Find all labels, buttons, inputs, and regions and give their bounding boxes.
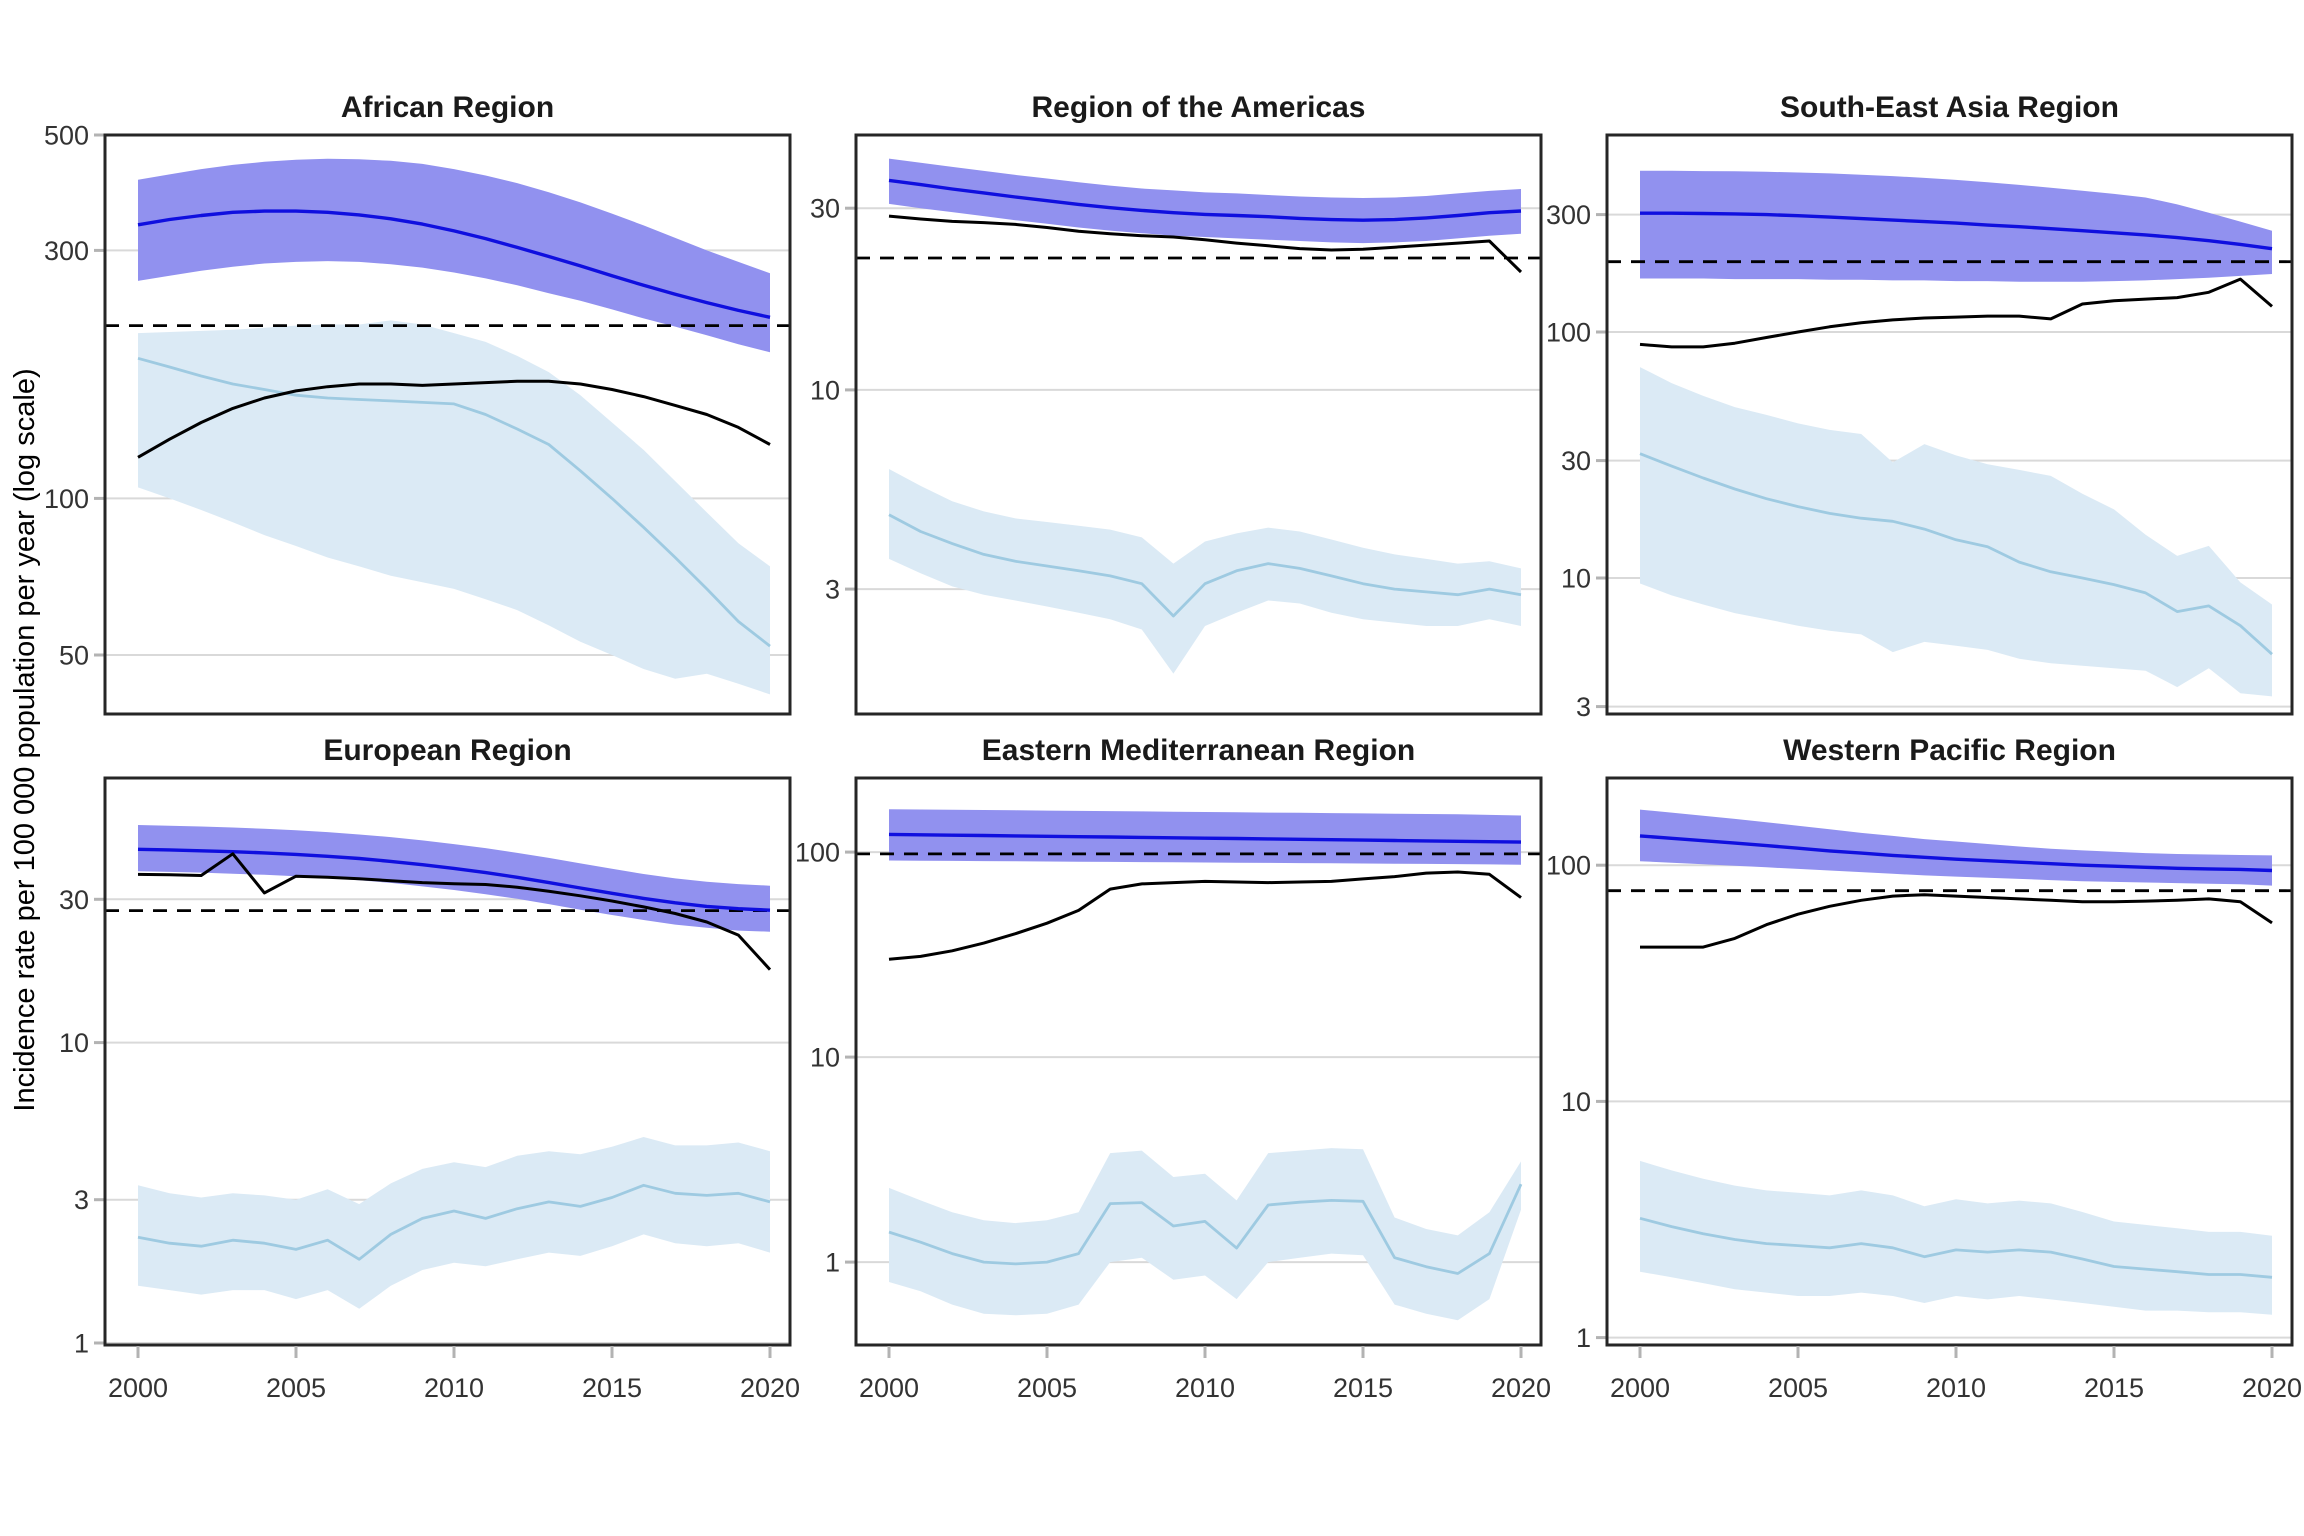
eastern-mediterranean-region-x-tick-label-2015: 2015 xyxy=(1333,1373,1393,1403)
european-region-y-tick-label-10: 10 xyxy=(59,1028,89,1058)
south-east-asia-region-y-tick-label-100: 100 xyxy=(1546,317,1591,347)
african-region-y-tick-label-50: 50 xyxy=(59,640,89,670)
european-region-y-tick-label-30: 30 xyxy=(59,885,89,915)
european-region-panel-border xyxy=(103,776,792,1347)
panel-african-region: 500 300 100 50 African Region xyxy=(44,91,792,716)
western-pacific-region-y-tick-label-100: 100 xyxy=(1546,851,1591,881)
european-region-x-tick-label-2005: 2005 xyxy=(266,1373,326,1403)
western-pacific-region-notifications-line xyxy=(1640,893,2273,949)
panel-region-of-the-americas: 30 10 3 Region of the Americas xyxy=(810,91,1543,716)
eastern-mediterranean-region-y-tick-label-100: 100 xyxy=(795,838,840,868)
south-east-asia-region-y-tick-label-300: 300 xyxy=(1546,200,1591,230)
african-region-hiv-incidence-line xyxy=(137,356,771,648)
region-of-the-americas-y-tick-label-10: 10 xyxy=(810,375,840,405)
western-pacific-region-x-tick-label-2020: 2020 xyxy=(2242,1373,2302,1403)
eastern-mediterranean-region-x-tick-label-2010: 2010 xyxy=(1175,1373,1235,1403)
region-of-the-americas-y-tick-label-3: 3 xyxy=(825,575,840,605)
region-of-the-americas-estimated-incidence-line xyxy=(888,178,1522,222)
european-region-y-tick-label-1: 1 xyxy=(74,1328,89,1358)
eastern-mediterranean-region-hiv-incidence-line xyxy=(888,1183,1523,1275)
european-region-x-tick-label-2020: 2020 xyxy=(740,1373,800,1403)
african-region-estimated-incidence-band xyxy=(138,158,770,353)
region-of-the-americas-estimated-incidence-band xyxy=(889,158,1521,244)
african-region-y-tick-label-500: 500 xyxy=(44,120,89,150)
african-region-panel-border xyxy=(103,133,792,716)
african-region-y-tick-label-300: 300 xyxy=(44,236,89,266)
eastern-mediterranean-region-x-tick-label-2005: 2005 xyxy=(1017,1373,1077,1403)
western-pacific-region-hiv-incidence-line xyxy=(1639,1216,2273,1279)
european-region-panel-title: European Region xyxy=(323,734,571,767)
western-pacific-region-y-tick-label-10: 10 xyxy=(1561,1087,1591,1117)
european-region-estimated-incidence-band xyxy=(138,825,770,932)
eastern-mediterranean-region-y-tick-label-10: 10 xyxy=(810,1043,840,1073)
eastern-mediterranean-region-notifications-line xyxy=(888,870,1522,961)
south-east-asia-region-hiv-incidence-line xyxy=(1639,452,2273,656)
panel-european-region: 30 10 3 1 European Region 2000 2005 2010 2015 202… xyxy=(59,734,800,1403)
south-east-asia-region-hiv-incidence-band xyxy=(1640,367,2272,697)
eastern-mediterranean-region-hiv-incidence-band xyxy=(889,1148,1521,1321)
european-region-y-tick-label-3: 3 xyxy=(74,1185,89,1215)
african-region-notifications-line xyxy=(137,379,771,459)
panels-grid: 500 300 100 50 African Region 30 10 3 Region of … xyxy=(44,91,2302,1403)
african-region-panel-title: African Region xyxy=(341,91,554,124)
african-region-y-tick-label-100: 100 xyxy=(44,484,89,514)
south-east-asia-region-y-tick-label-10: 10 xyxy=(1561,563,1591,593)
y-axis-title: Incidence rate per 100 000 population pe… xyxy=(9,368,41,1111)
european-region-estimated-incidence-line xyxy=(137,847,771,912)
south-east-asia-region-estimated-incidence-line xyxy=(1640,211,2273,251)
european-region-x-tick-label-2015: 2015 xyxy=(582,1373,642,1403)
region-of-the-americas-hiv-incidence-band xyxy=(889,469,1521,674)
region-of-the-americas-hiv-incidence-line xyxy=(888,513,1522,618)
european-region-notifications-line xyxy=(137,852,772,971)
south-east-asia-region-panel-title: South-East Asia Region xyxy=(1780,91,2119,124)
south-east-asia-region-notifications-line xyxy=(1639,277,2273,349)
south-east-asia-region-y-tick-label-3: 3 xyxy=(1576,692,1591,722)
south-east-asia-region-panel-border xyxy=(1605,133,2294,716)
region-of-the-americas-panel-border xyxy=(854,133,1543,716)
western-pacific-region-x-tick-label-2010: 2010 xyxy=(1926,1373,1986,1403)
european-region-hiv-incidence-line xyxy=(137,1183,771,1261)
western-pacific-region-panel-border xyxy=(1605,776,2294,1347)
south-east-asia-region-estimated-incidence-band xyxy=(1640,170,2272,282)
region-of-the-americas-notifications-line xyxy=(888,214,1523,274)
eastern-mediterranean-region-panel-title: Eastern Mediterranean Region xyxy=(982,734,1415,767)
western-pacific-region-y-tick-label-1: 1 xyxy=(1576,1323,1591,1353)
south-east-asia-region-y-tick-label-30: 30 xyxy=(1561,446,1591,476)
region-of-the-americas-panel-title: Region of the Americas xyxy=(1032,91,1366,124)
western-pacific-region-estimated-incidence-line xyxy=(1639,834,2273,873)
eastern-mediterranean-region-panel-border xyxy=(854,776,1543,1347)
african-region-estimated-incidence-line xyxy=(137,209,771,319)
eastern-mediterranean-region-x-tick-label-2020: 2020 xyxy=(1491,1373,1551,1403)
eastern-mediterranean-region-x-tick-label-2000: 2000 xyxy=(859,1373,919,1403)
eastern-mediterranean-region-estimated-incidence-line xyxy=(888,832,1522,844)
eastern-mediterranean-region-y-tick-label-1: 1 xyxy=(825,1248,840,1278)
western-pacific-region-x-tick-label-2000: 2000 xyxy=(1610,1373,1670,1403)
european-region-x-tick-label-2000: 2000 xyxy=(108,1373,168,1403)
western-pacific-region-x-tick-label-2005: 2005 xyxy=(1768,1373,1828,1403)
african-region-hiv-incidence-band xyxy=(138,320,770,695)
western-pacific-region-x-tick-label-2015: 2015 xyxy=(2084,1373,2144,1403)
european-region-x-tick-label-2010: 2010 xyxy=(424,1373,484,1403)
european-region-hiv-incidence-band xyxy=(138,1137,770,1309)
western-pacific-region-panel-title: Western Pacific Region xyxy=(1783,734,2116,767)
panel-south-east-asia-region: 300 100 30 10 3 South-East Asia Region xyxy=(1546,91,2294,722)
panel-eastern-mediterranean-region: 100 10 1 Eastern Mediterranean Region 2000 20… xyxy=(795,734,1551,1403)
panel-western-pacific-region: 100 10 1 Western Pacific Region 2000 2005 2010… xyxy=(1546,734,2302,1403)
western-pacific-region-hiv-incidence-band xyxy=(1640,1160,2272,1315)
region-of-the-americas-y-tick-label-30: 30 xyxy=(810,194,840,224)
